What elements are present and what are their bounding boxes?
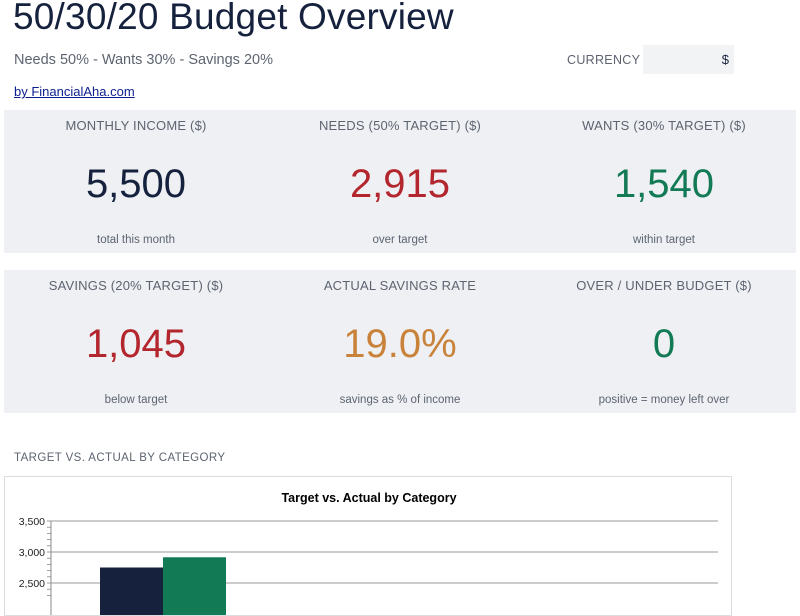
kpi-note: positive = money left over bbox=[532, 394, 796, 406]
bar-series-2-1 bbox=[163, 557, 226, 616]
kpi-row-2: SAVINGS (20% TARGET) ($) 1,045 below tar… bbox=[4, 270, 796, 413]
kpi-monthly-income: MONTHLY INCOME ($) 5,500 total this mont… bbox=[4, 110, 268, 253]
kpi-value: 19.0% bbox=[268, 320, 532, 368]
kpi-value: 2,915 bbox=[268, 160, 532, 208]
kpi-note: over target bbox=[268, 234, 532, 246]
kpi-over-under-budget: OVER / UNDER BUDGET ($) 0 positive = mon… bbox=[532, 270, 796, 413]
y-tick-label: 3,500 bbox=[19, 516, 45, 528]
target-vs-actual-chart: Target vs. Actual by Category 3,500 3,000… bbox=[4, 476, 732, 616]
kpi-note: savings as % of income bbox=[268, 394, 532, 406]
page-subtitle: Needs 50% - Wants 30% - Savings 20% bbox=[14, 52, 273, 68]
kpi-label: NEEDS (50% TARGET) ($) bbox=[268, 118, 532, 133]
byline-link[interactable]: by FinancialAha.com bbox=[14, 84, 135, 99]
kpi-savings: SAVINGS (20% TARGET) ($) 1,045 below tar… bbox=[4, 270, 268, 413]
kpi-label: MONTHLY INCOME ($) bbox=[4, 118, 268, 133]
kpi-wants: WANTS (30% TARGET) ($) 1,540 within targ… bbox=[532, 110, 796, 253]
kpi-label: SAVINGS (20% TARGET) ($) bbox=[4, 278, 268, 293]
kpi-label: WANTS (30% TARGET) ($) bbox=[532, 118, 796, 133]
kpi-note: below target bbox=[4, 394, 268, 406]
kpi-note: within target bbox=[532, 234, 796, 246]
y-tick-label: 2,500 bbox=[19, 578, 45, 590]
bar-series-1-1 bbox=[100, 568, 163, 616]
kpi-value: 1,540 bbox=[532, 160, 796, 208]
y-tick-label: 3,000 bbox=[19, 547, 45, 559]
kpi-value: 5,500 bbox=[4, 160, 268, 208]
chart-title: Target vs. Actual by Category bbox=[281, 491, 456, 505]
kpi-label: OVER / UNDER BUDGET ($) bbox=[532, 278, 796, 293]
currency-input[interactable]: $ bbox=[643, 45, 734, 74]
kpi-value: 1,045 bbox=[4, 320, 268, 368]
kpi-note: total this month bbox=[4, 234, 268, 246]
section-heading: TARGET VS. ACTUAL BY CATEGORY bbox=[14, 452, 225, 464]
kpi-needs: NEEDS (50% TARGET) ($) 2,915 over target bbox=[268, 110, 532, 253]
kpi-value: 0 bbox=[532, 320, 796, 368]
kpi-savings-rate: ACTUAL SAVINGS RATE 19.0% savings as % o… bbox=[268, 270, 532, 413]
chart-canvas: Target vs. Actual by Category 3,500 3,000… bbox=[5, 477, 732, 616]
currency-label: CURRENCY bbox=[567, 53, 640, 67]
kpi-label: ACTUAL SAVINGS RATE bbox=[268, 278, 532, 293]
kpi-row-1: MONTHLY INCOME ($) 5,500 total this mont… bbox=[4, 110, 796, 253]
page-title: 50/30/20 Budget Overview bbox=[13, 0, 454, 38]
